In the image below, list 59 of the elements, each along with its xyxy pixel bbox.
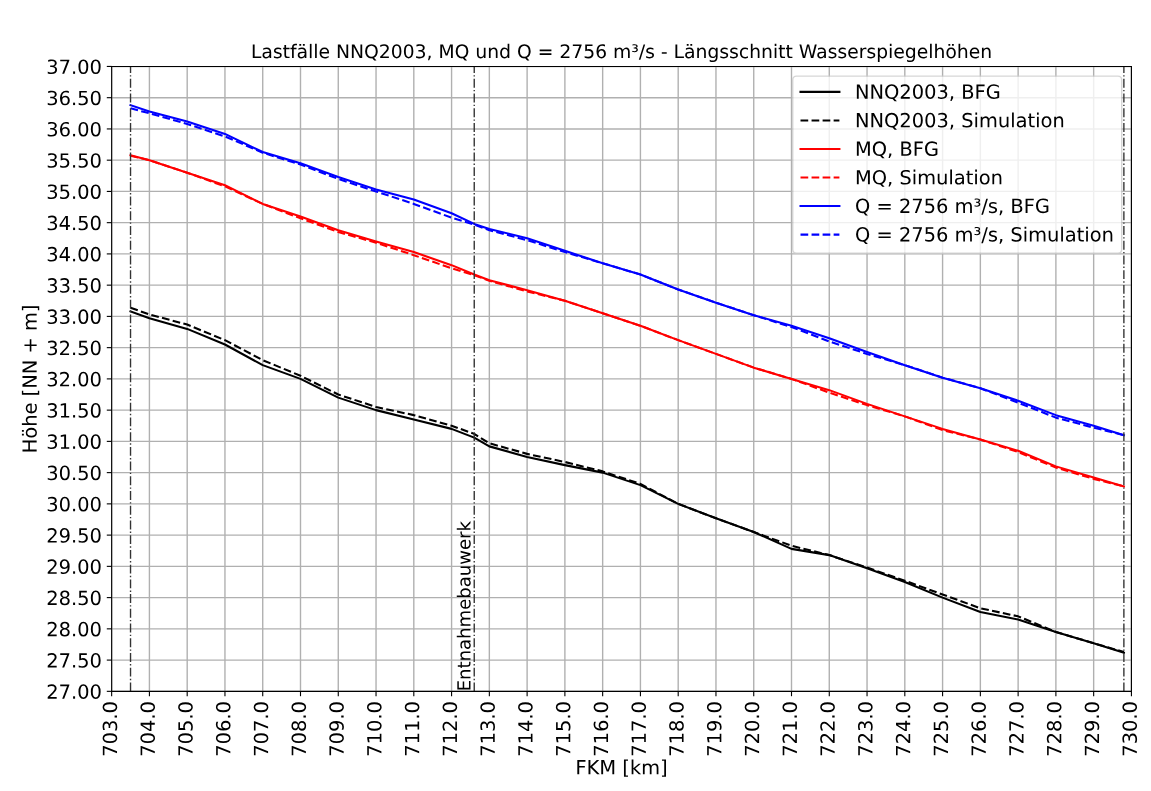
x-tick-label: 720.0 <box>744 702 760 756</box>
chart-title: Lastfälle NNQ2003, MQ und Q = 2756 m³/s - Längsschnitt Wasserspiegelhöhen <box>252 43 991 63</box>
y-tick-label: 34.50 <box>47 215 101 231</box>
y-tick-label: 27.50 <box>47 653 101 668</box>
y-tick-label: 35.50 <box>47 153 101 168</box>
x-tick-label: 719.0 <box>706 702 722 756</box>
x-tick-label: 704.0 <box>140 702 156 756</box>
y-tick-label: 32.00 <box>47 371 101 387</box>
y-tick-label: 31.00 <box>47 434 101 450</box>
x-tick-label: 714.0 <box>518 702 533 756</box>
x-tick-label: 705.0 <box>178 702 193 756</box>
y-tick-label: 29.50 <box>47 528 101 543</box>
x-tick-label: 727.0 <box>1009 702 1024 756</box>
y-tick-label: 35.00 <box>47 184 101 200</box>
x-tick-label: 707.0 <box>253 702 269 756</box>
y-axis-title: Höhe [NN + m] <box>21 306 40 452</box>
legend-label: NNQ2003, Simulation <box>856 112 1064 130</box>
x-tick-label: 722.0 <box>820 702 835 756</box>
y-tick-label: 27.00 <box>47 684 101 699</box>
legend-label: Q = 2756 m³/s, Simulation <box>856 226 1113 244</box>
legend-label: MQ, BFG <box>856 141 938 159</box>
x-tick-label: 712.0 <box>442 702 458 756</box>
x-tick-label: 715.0 <box>555 702 571 756</box>
y-tick-label: 31.50 <box>47 403 101 418</box>
x-tick-label: 711.0 <box>404 702 420 756</box>
x-tick-label: 710.0 <box>366 702 382 756</box>
x-tick-label: 724.0 <box>895 702 911 756</box>
y-tick-label: 32.50 <box>47 340 101 356</box>
legend-label: NNQ2003, BFG <box>856 84 1000 102</box>
ref-line-label: Entnahmebauwerk <box>456 521 471 690</box>
y-tick-label: 28.00 <box>47 621 101 637</box>
y-tick-label: 30.00 <box>47 496 101 512</box>
y-tick-label: 30.50 <box>47 465 101 481</box>
y-tick-label: 36.50 <box>47 90 101 106</box>
x-tick-label: 718.0 <box>669 702 684 756</box>
x-tick-label: 717.0 <box>631 702 647 756</box>
x-tick-label: 706.0 <box>215 702 231 756</box>
x-tick-label: 730.0 <box>1122 702 1138 756</box>
y-tick-label: 33.50 <box>47 278 101 293</box>
y-tick-label: 33.00 <box>47 309 101 325</box>
x-tick-label: 703.0 <box>102 702 118 756</box>
legend-label: Q = 2756 m³/s, BFG <box>856 198 1049 216</box>
x-tick-label: 713.0 <box>480 702 495 756</box>
x-tick-label: 708.0 <box>291 702 307 756</box>
x-tick-label: 725.0 <box>933 702 949 756</box>
legend-label: MQ, Simulation <box>856 169 1002 187</box>
y-tick-label: 29.00 <box>47 559 101 575</box>
y-tick-label: 34.00 <box>47 246 101 262</box>
y-tick-label: 36.00 <box>47 121 101 137</box>
x-tick-label: 721.0 <box>782 702 798 756</box>
x-tick-label: 709.0 <box>329 702 344 756</box>
x-tick-label: 723.0 <box>857 702 873 756</box>
x-tick-label: 729.0 <box>1084 702 1100 756</box>
x-tick-label: 728.0 <box>1046 702 1062 756</box>
y-tick-label: 28.50 <box>47 590 101 606</box>
x-tick-label: 716.0 <box>593 702 609 756</box>
y-tick-label: 37.00 <box>47 59 101 75</box>
x-axis-title: FKM [km] <box>577 759 666 777</box>
x-tick-label: 726.0 <box>971 702 986 756</box>
